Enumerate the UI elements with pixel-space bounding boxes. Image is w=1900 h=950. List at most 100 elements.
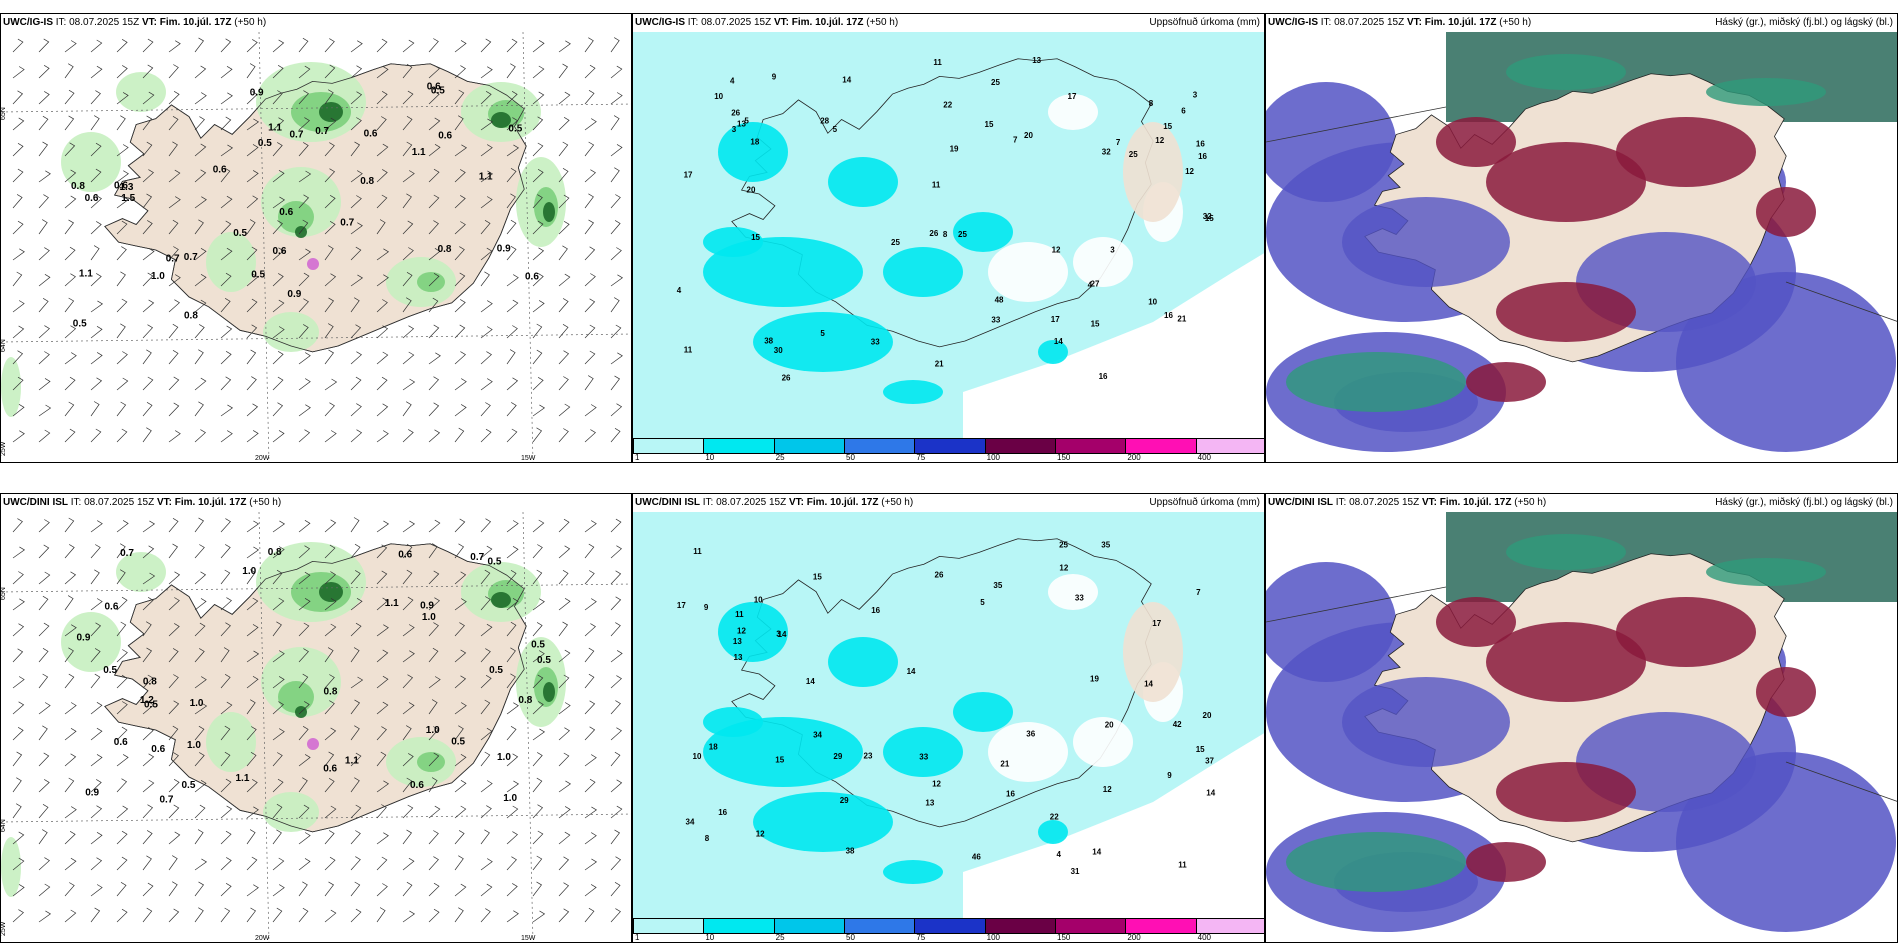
wind-barb <box>90 884 103 897</box>
wind-barb <box>584 89 595 105</box>
wind-barb <box>194 196 207 209</box>
wind-barb <box>64 428 76 443</box>
wind-value-label: 1.1 <box>385 598 399 609</box>
wind-barb <box>454 598 467 611</box>
precip-map-panel-dini: UWC/DINI ISL IT: 08.07.2025 15Z VT: Fim.… <box>632 493 1265 943</box>
wind-barb <box>376 804 387 819</box>
dry-area <box>1048 574 1098 610</box>
wind-barb <box>246 63 256 79</box>
wind-value-label: 0.7 <box>290 129 304 140</box>
wind-barb <box>454 351 466 365</box>
wind-barb <box>402 753 414 767</box>
wind-barb <box>480 699 491 715</box>
precip-value-label: 4 <box>1057 850 1062 859</box>
wind-value-label: 1.1 <box>412 147 426 158</box>
wind-barb <box>428 699 438 715</box>
precip-value-label: 22 <box>943 101 952 110</box>
wind-barb <box>376 780 390 793</box>
wind-barb <box>584 884 597 897</box>
wind-barb <box>584 219 595 235</box>
wind-barb <box>142 753 155 767</box>
wind-barb <box>324 674 335 689</box>
land-no-precip <box>1123 602 1183 702</box>
wind-barb <box>272 90 283 105</box>
no-precip-area <box>963 253 1264 440</box>
land-no-precip <box>1123 122 1183 222</box>
wind-barb <box>506 325 518 339</box>
heavy-precip-area <box>883 727 963 777</box>
wind-barb <box>220 857 232 871</box>
colorbar-segment <box>633 438 705 454</box>
wind-barb <box>324 89 334 105</box>
precip-value-label: 32 <box>1203 212 1212 221</box>
wind-barb <box>90 428 102 443</box>
colorbar-segment <box>1125 438 1197 454</box>
wind-value-label: 1.0 <box>151 271 165 282</box>
wind-barb <box>64 857 77 871</box>
wind-barb <box>324 168 336 183</box>
wind-barb <box>220 622 231 637</box>
wind-barb <box>64 830 76 845</box>
wind-barb <box>376 649 389 663</box>
wind-barb <box>168 752 179 767</box>
wind-barb <box>90 648 101 663</box>
panel-title: UWC/DINI ISL IT: 08.07.2025 15Z VT: Fim.… <box>633 494 1264 512</box>
precip-value-label: 12 <box>1103 785 1112 794</box>
wind-barb <box>298 777 308 793</box>
wind-value-label: 0.9 <box>77 633 91 644</box>
wind-barb <box>376 856 388 871</box>
precip-value-label: 35 <box>993 581 1002 590</box>
wind-value-label: 0.9 <box>420 601 434 612</box>
mid-cloud-area <box>1466 842 1546 882</box>
wind-barb <box>64 727 77 741</box>
wind-barb <box>64 169 77 183</box>
wind-barb <box>428 805 441 819</box>
wind-barb <box>220 597 232 611</box>
precip-value-label: 17 <box>1051 315 1060 324</box>
wind-barb <box>480 402 491 417</box>
wind-barb <box>272 430 285 443</box>
wind-barb <box>480 805 492 819</box>
mid-cloud-area <box>1756 187 1816 237</box>
wind-barb <box>272 169 285 183</box>
wind-barb <box>220 116 232 131</box>
wind-barb <box>298 298 309 313</box>
wind-barb <box>116 65 128 79</box>
wind-gust-area <box>61 612 121 672</box>
wind-barb <box>506 245 517 261</box>
wind-barb <box>350 351 362 365</box>
longitude-gridline <box>258 512 270 942</box>
wind-value-label: 0.5 <box>144 700 158 711</box>
wind-barb <box>246 195 259 209</box>
wind-barb <box>194 143 207 157</box>
wind-barb <box>532 650 545 663</box>
wind-barb <box>38 219 48 235</box>
wind-value-label: 0.5 <box>489 665 503 676</box>
wind-barb <box>350 429 363 443</box>
wind-barb <box>454 907 464 923</box>
wind-value-label: 0.8 <box>324 687 338 698</box>
wind-value-label: 1.1 <box>345 756 359 767</box>
wind-barb <box>246 324 258 339</box>
wind-barb <box>90 352 103 365</box>
wind-barb <box>428 856 439 871</box>
wind-barb <box>558 545 571 559</box>
boundary-line <box>1785 281 1897 322</box>
wind-barb <box>402 297 412 313</box>
wind-barb <box>610 727 622 741</box>
lead-time: (+50 h) <box>1499 17 1532 28</box>
wind-barb <box>454 404 467 417</box>
wind-barb <box>194 219 204 235</box>
wind-barb <box>506 193 516 209</box>
wind-barb <box>38 170 51 183</box>
model-name: UWC/IG-IS <box>635 17 685 28</box>
wind-barb <box>116 569 126 585</box>
wind-barb <box>168 323 179 339</box>
wind-barb <box>480 219 491 235</box>
wind-value-label: 1.1 <box>479 172 493 183</box>
wind-barb <box>506 702 519 715</box>
wind-barb <box>610 427 621 443</box>
wind-barb <box>194 169 207 183</box>
wind-barb <box>324 544 336 559</box>
wind-barb <box>194 725 205 741</box>
